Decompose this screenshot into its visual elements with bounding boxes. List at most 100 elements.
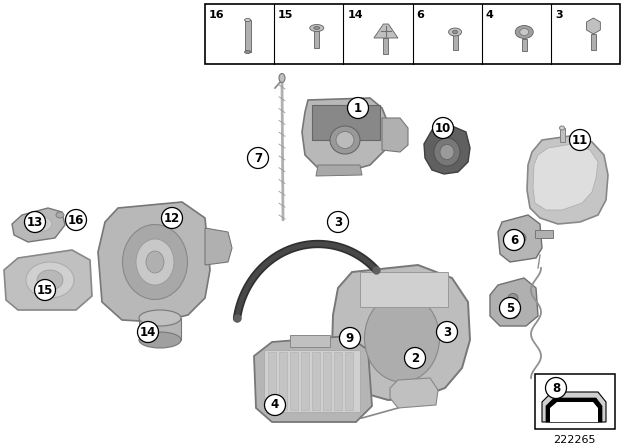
Bar bbox=[345, 352, 353, 410]
Text: 8: 8 bbox=[552, 382, 560, 395]
Circle shape bbox=[328, 211, 349, 233]
Polygon shape bbox=[98, 202, 210, 322]
Bar bbox=[314, 28, 319, 48]
Circle shape bbox=[570, 129, 591, 151]
Circle shape bbox=[138, 322, 159, 343]
Bar bbox=[535, 230, 553, 238]
Bar bbox=[360, 272, 448, 307]
Text: 2: 2 bbox=[411, 352, 419, 365]
Ellipse shape bbox=[139, 332, 181, 348]
Text: 15: 15 bbox=[37, 284, 53, 297]
Bar bbox=[301, 352, 309, 410]
Text: 14: 14 bbox=[140, 326, 156, 339]
Ellipse shape bbox=[310, 25, 324, 31]
Bar bbox=[334, 352, 342, 410]
Text: 4: 4 bbox=[271, 399, 279, 412]
Bar bbox=[244, 20, 251, 52]
Bar bbox=[312, 105, 380, 140]
Bar bbox=[139, 318, 181, 340]
Ellipse shape bbox=[520, 29, 529, 35]
Circle shape bbox=[404, 348, 426, 369]
Circle shape bbox=[161, 207, 182, 228]
Bar bbox=[591, 34, 596, 50]
Text: 7: 7 bbox=[254, 151, 262, 164]
Text: 16: 16 bbox=[209, 10, 225, 20]
Polygon shape bbox=[382, 118, 408, 152]
Circle shape bbox=[504, 229, 525, 250]
Polygon shape bbox=[254, 336, 372, 422]
Text: 222265: 222265 bbox=[553, 435, 595, 445]
Text: 14: 14 bbox=[348, 10, 363, 20]
Text: 11: 11 bbox=[572, 134, 588, 146]
Text: 3: 3 bbox=[443, 326, 451, 339]
Bar bbox=[383, 38, 388, 54]
Circle shape bbox=[339, 327, 360, 349]
Polygon shape bbox=[542, 392, 606, 422]
Bar bbox=[323, 352, 331, 410]
Circle shape bbox=[545, 378, 566, 399]
Text: 3: 3 bbox=[334, 215, 342, 228]
Ellipse shape bbox=[365, 294, 440, 382]
Ellipse shape bbox=[330, 126, 360, 154]
Bar bbox=[312, 352, 320, 410]
Bar bbox=[522, 39, 527, 51]
Polygon shape bbox=[374, 24, 398, 38]
Bar bbox=[452, 32, 458, 50]
Polygon shape bbox=[390, 378, 438, 408]
Bar bbox=[290, 335, 330, 347]
Polygon shape bbox=[302, 98, 390, 172]
Circle shape bbox=[35, 280, 56, 301]
Ellipse shape bbox=[37, 270, 63, 290]
Polygon shape bbox=[332, 265, 470, 400]
Text: 12: 12 bbox=[164, 211, 180, 224]
Bar bbox=[264, 350, 360, 412]
Polygon shape bbox=[533, 144, 598, 210]
Circle shape bbox=[433, 117, 454, 138]
Bar bbox=[560, 128, 565, 142]
Ellipse shape bbox=[146, 251, 164, 273]
Text: 3: 3 bbox=[555, 10, 563, 20]
Ellipse shape bbox=[244, 18, 251, 22]
Text: 6: 6 bbox=[417, 10, 424, 20]
Text: 5: 5 bbox=[506, 302, 514, 314]
Ellipse shape bbox=[122, 224, 188, 300]
Polygon shape bbox=[205, 228, 232, 265]
Text: 15: 15 bbox=[278, 10, 294, 20]
Polygon shape bbox=[550, 402, 598, 422]
Ellipse shape bbox=[139, 310, 181, 326]
Circle shape bbox=[348, 98, 369, 119]
Ellipse shape bbox=[244, 51, 251, 53]
Bar bbox=[535, 374, 615, 429]
Polygon shape bbox=[4, 250, 92, 310]
Polygon shape bbox=[527, 136, 608, 224]
Bar bbox=[205, 4, 620, 64]
Ellipse shape bbox=[136, 239, 174, 285]
Text: 16: 16 bbox=[68, 214, 84, 227]
Polygon shape bbox=[12, 208, 65, 242]
Polygon shape bbox=[498, 215, 542, 262]
Ellipse shape bbox=[508, 310, 518, 319]
Text: 9: 9 bbox=[346, 332, 354, 345]
Ellipse shape bbox=[314, 26, 320, 30]
Ellipse shape bbox=[56, 212, 64, 218]
Polygon shape bbox=[490, 278, 538, 326]
Ellipse shape bbox=[514, 233, 526, 244]
Bar bbox=[279, 352, 287, 410]
Circle shape bbox=[499, 297, 520, 319]
Circle shape bbox=[65, 210, 86, 231]
Circle shape bbox=[264, 395, 285, 415]
Ellipse shape bbox=[336, 132, 354, 148]
Text: 1: 1 bbox=[354, 102, 362, 115]
Polygon shape bbox=[424, 126, 470, 174]
Ellipse shape bbox=[452, 30, 458, 34]
Ellipse shape bbox=[518, 236, 522, 240]
Polygon shape bbox=[316, 165, 362, 176]
Ellipse shape bbox=[559, 126, 564, 130]
Ellipse shape bbox=[440, 145, 454, 159]
Circle shape bbox=[436, 322, 458, 343]
Ellipse shape bbox=[279, 73, 285, 82]
Ellipse shape bbox=[24, 216, 52, 232]
Bar bbox=[268, 352, 276, 410]
Polygon shape bbox=[546, 398, 602, 422]
Text: 13: 13 bbox=[27, 215, 43, 228]
